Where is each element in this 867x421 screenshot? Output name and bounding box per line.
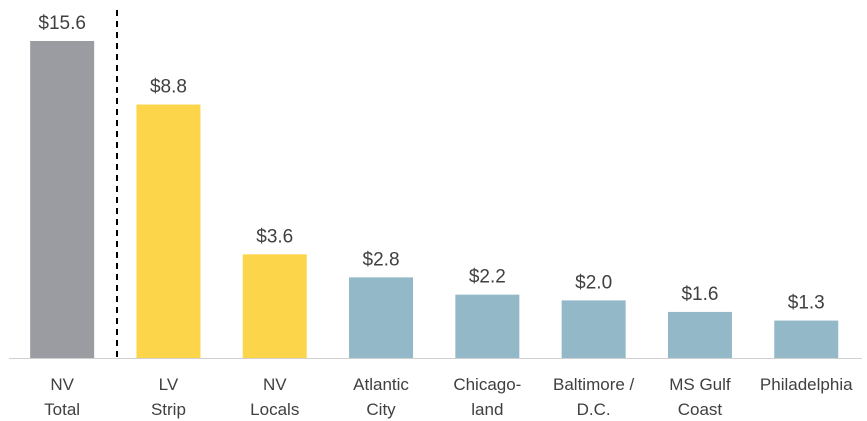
value-label: $3.6 [256,226,293,247]
x-tick-label: MS Gulf Coast [669,375,731,419]
x-tick-label: Philadelphia [759,375,853,394]
bar [30,41,95,358]
value-label: $2.2 [469,267,506,288]
bar [774,320,839,358]
x-tick-label: LV Strip [150,375,186,419]
value-label: $8.8 [150,77,187,98]
value-label: $2.0 [575,272,612,293]
value-label: $1.3 [788,293,825,314]
bar [667,311,732,358]
value-label: $2.8 [363,249,400,270]
value-label: $15.6 [38,13,86,34]
bar [136,104,201,358]
x-tick-label: Atlantic City [353,375,409,419]
x-tick-label: NV Locals [250,375,300,419]
x-tick-label: NV Total [44,375,81,419]
value-label: $1.6 [681,284,718,305]
x-tick-label: Baltimore / D.C. [553,375,635,419]
x-tick-label: Chicago- land [453,375,522,419]
bar [561,300,626,358]
bar [455,294,520,358]
bar [349,277,414,358]
bar [242,254,307,358]
